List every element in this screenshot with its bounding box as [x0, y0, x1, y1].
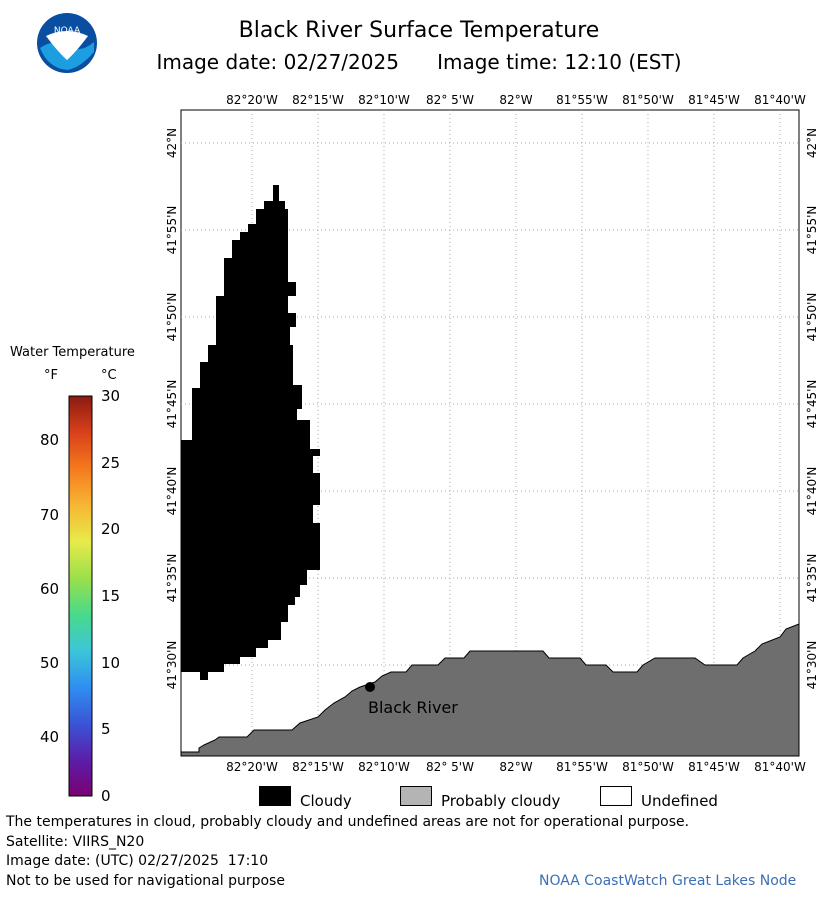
- image-date-time: Image date: 02/27/2025 Image time: 12:10…: [0, 50, 838, 74]
- lon-label: 82°W: [499, 93, 532, 107]
- noaa-logo-text: NOAA: [54, 26, 81, 36]
- fahrenheit-tick: 40: [40, 727, 60, 746]
- lat-label: 41°50'N: [165, 293, 179, 342]
- lat-label: 41°55'N: [165, 206, 179, 255]
- lat-label: 41°35'N: [165, 554, 179, 603]
- fahrenheit-tick: 70: [40, 505, 60, 524]
- celsius-tick: 15: [101, 587, 121, 605]
- celsius-tick: 5: [101, 720, 111, 739]
- black-river-marker: [365, 682, 375, 692]
- land-area: [180, 623, 800, 757]
- noaa-logo-icon: NOAA: [37, 13, 97, 73]
- lat-label: 42°N: [805, 128, 819, 158]
- lon-label: 82°10'W: [358, 760, 410, 774]
- lon-label: 81°50'W: [622, 760, 674, 774]
- lat-label: 41°50'N: [805, 293, 819, 342]
- credit-label: NOAA CoastWatch Great Lakes Node: [539, 873, 797, 889]
- lat-labels-right: 42°N 41°55'N 41°50'N 41°45'N 41°40'N 41°35'N 4…: [805, 128, 819, 690]
- satellite-info: Satellite: VIIRS_N20: [6, 834, 145, 850]
- legend-unit-f: °F: [44, 368, 58, 383]
- lon-label: 82°W: [499, 760, 532, 774]
- navigation-warning: Not to be used for navigational purpose: [6, 873, 285, 889]
- probably-cloudy-swatch: [400, 786, 432, 806]
- lat-label: 41°30'N: [165, 641, 179, 690]
- lon-label: 82°15'W: [292, 760, 344, 774]
- lat-label: 41°45'N: [165, 380, 179, 429]
- lon-label: 81°45'W: [688, 93, 740, 107]
- lat-label: 41°45'N: [805, 380, 819, 429]
- image-date-label: Image date: 02/27/2025: [156, 50, 399, 74]
- celsius-tick: 10: [101, 653, 121, 672]
- cloud-mask: [181, 185, 320, 680]
- lat-label: 41°40'N: [805, 467, 819, 516]
- lon-label: 82°10'W: [358, 93, 410, 107]
- fahrenheit-tick: 50: [40, 653, 60, 672]
- lon-label: 82°15'W: [292, 93, 344, 107]
- colorbar: [68, 395, 93, 797]
- image-time-label: Image time: 12:10 (EST): [437, 50, 682, 74]
- lon-label: 82° 5'W: [426, 760, 474, 774]
- lon-labels-bottom: 82°20'W 82°15'W 82°10'W 82° 5'W 82°W 81°55'W 8…: [226, 760, 806, 774]
- lat-label: 41°30'N: [805, 641, 819, 690]
- lat-label: 41°40'N: [165, 467, 179, 516]
- legend-title: Water Temperature: [10, 345, 135, 360]
- cloudy-label: Cloudy: [300, 792, 352, 810]
- lat-label: 41°35'N: [805, 554, 819, 603]
- map-title: Black River Surface Temperature: [238, 18, 600, 43]
- lon-label: 82° 5'W: [426, 93, 474, 107]
- cloudy-swatch: [259, 786, 291, 806]
- celsius-tick: 0: [101, 787, 111, 805]
- undefined-label: Undefined: [641, 792, 718, 810]
- lon-label: 82°20'W: [226, 93, 278, 107]
- celsius-tick: 20: [101, 520, 121, 539]
- image-date-utc: Image date: (UTC) 02/27/2025 17:10: [6, 853, 269, 869]
- lon-label: 81°55'W: [556, 93, 608, 107]
- lon-label: 82°20'W: [226, 760, 278, 774]
- celsius-tick: 30: [101, 387, 121, 405]
- lat-label: 42°N: [165, 128, 179, 158]
- fahrenheit-tick: 80: [40, 431, 60, 450]
- probably-cloudy-label: Probably cloudy: [441, 792, 561, 810]
- undefined-swatch: [600, 786, 632, 806]
- lon-labels-top: 82°20'W 82°15'W 82°10'W 82° 5'W 82°W 81°55'W 8…: [226, 93, 806, 107]
- lon-label: 81°40'W: [754, 93, 806, 107]
- lat-labels-left: 42°N 41°55'N 41°50'N 41°45'N 41°40'N 41°35'N 4…: [165, 128, 179, 690]
- fahrenheit-tick: 60: [40, 579, 60, 598]
- lon-label: 81°40'W: [754, 760, 806, 774]
- black-river-label: Black River: [368, 698, 458, 717]
- legend-unit-c: °C: [101, 368, 117, 383]
- celsius-tick: 25: [101, 453, 121, 472]
- lon-label: 81°55'W: [556, 760, 608, 774]
- lon-label: 81°45'W: [688, 760, 740, 774]
- lon-label: 81°50'W: [622, 93, 674, 107]
- lat-label: 41°55'N: [805, 206, 819, 255]
- disclaimer-note: The temperatures in cloud, probably clou…: [6, 814, 690, 830]
